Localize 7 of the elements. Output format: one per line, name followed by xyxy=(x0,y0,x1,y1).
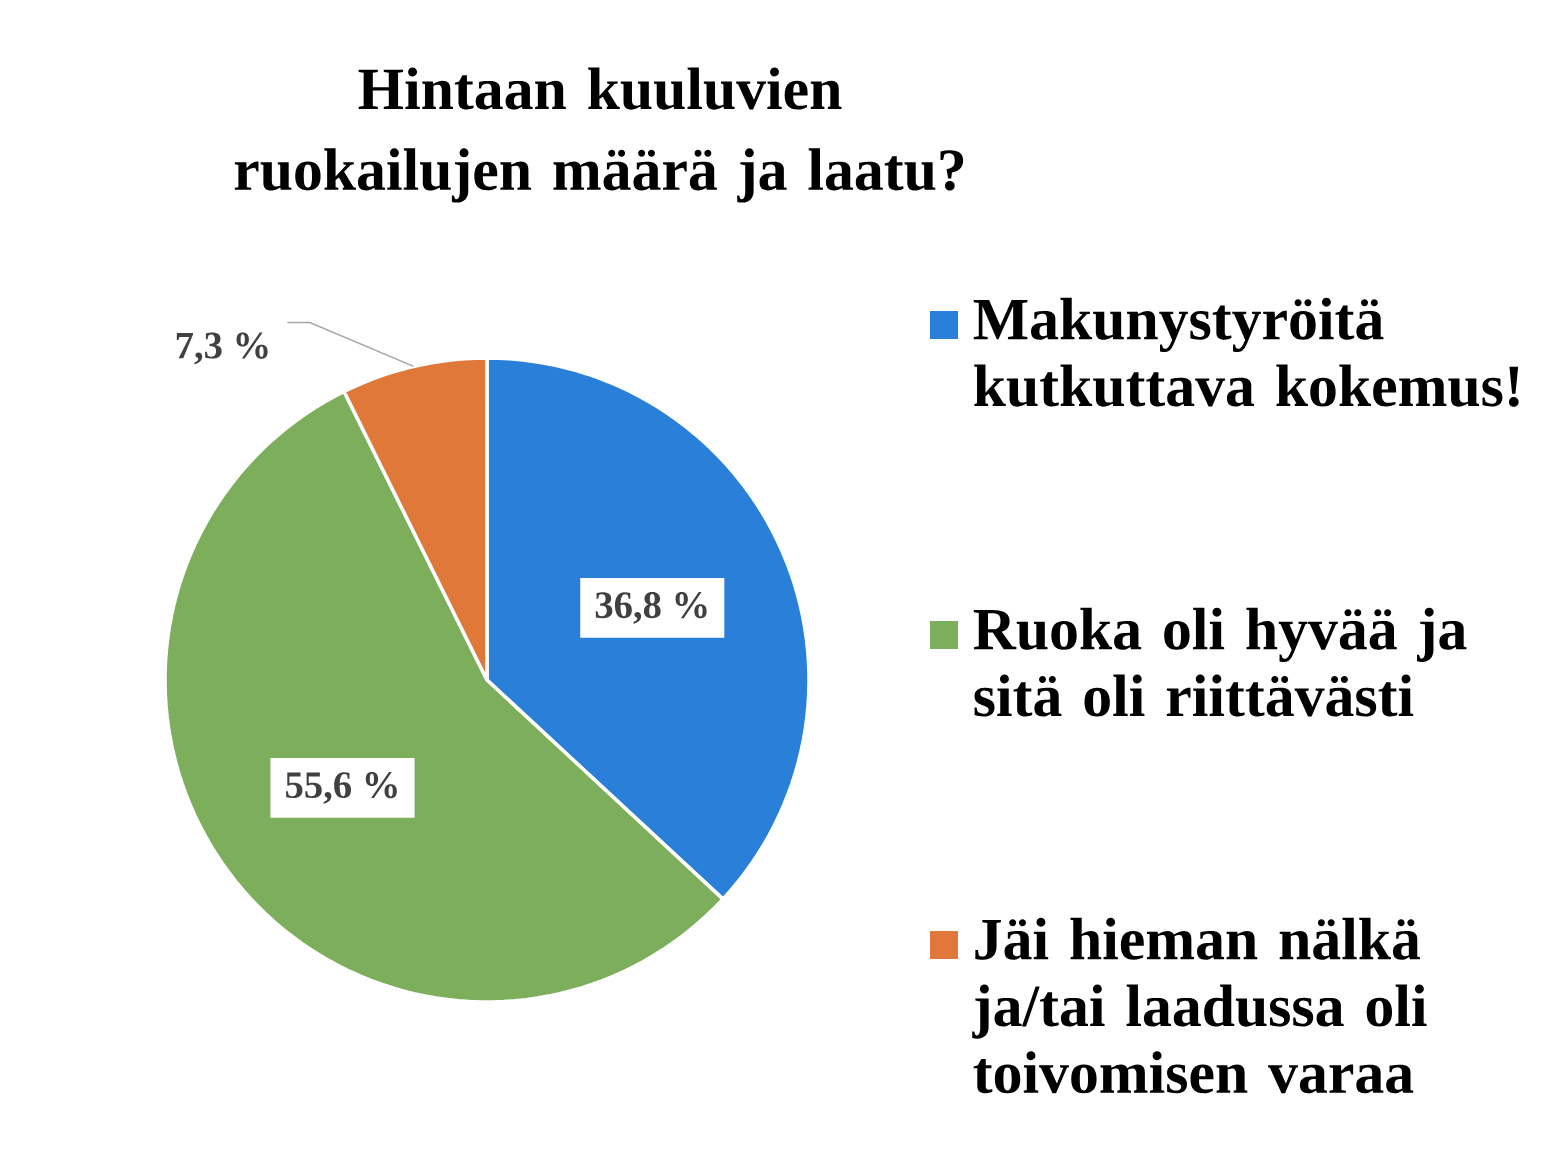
data-label: 7,3 % xyxy=(176,332,268,365)
legend-label: Jäi hieman nälkä ja/tai laadussa oli toivomisen varaa xyxy=(972,917,1427,1094)
data-label: 36,8 % xyxy=(595,592,707,624)
chart-title: Hintaan kuuluvien ruokailujen määrä ja laatu? xyxy=(234,67,964,203)
data-label: 55,6 % xyxy=(286,772,397,804)
legend-label: Makunystyröitä kutkuttava kokemus! xyxy=(973,297,1519,407)
legend-label: Ruoka oli hyvää ja sitä oli riittävästi xyxy=(973,607,1467,717)
